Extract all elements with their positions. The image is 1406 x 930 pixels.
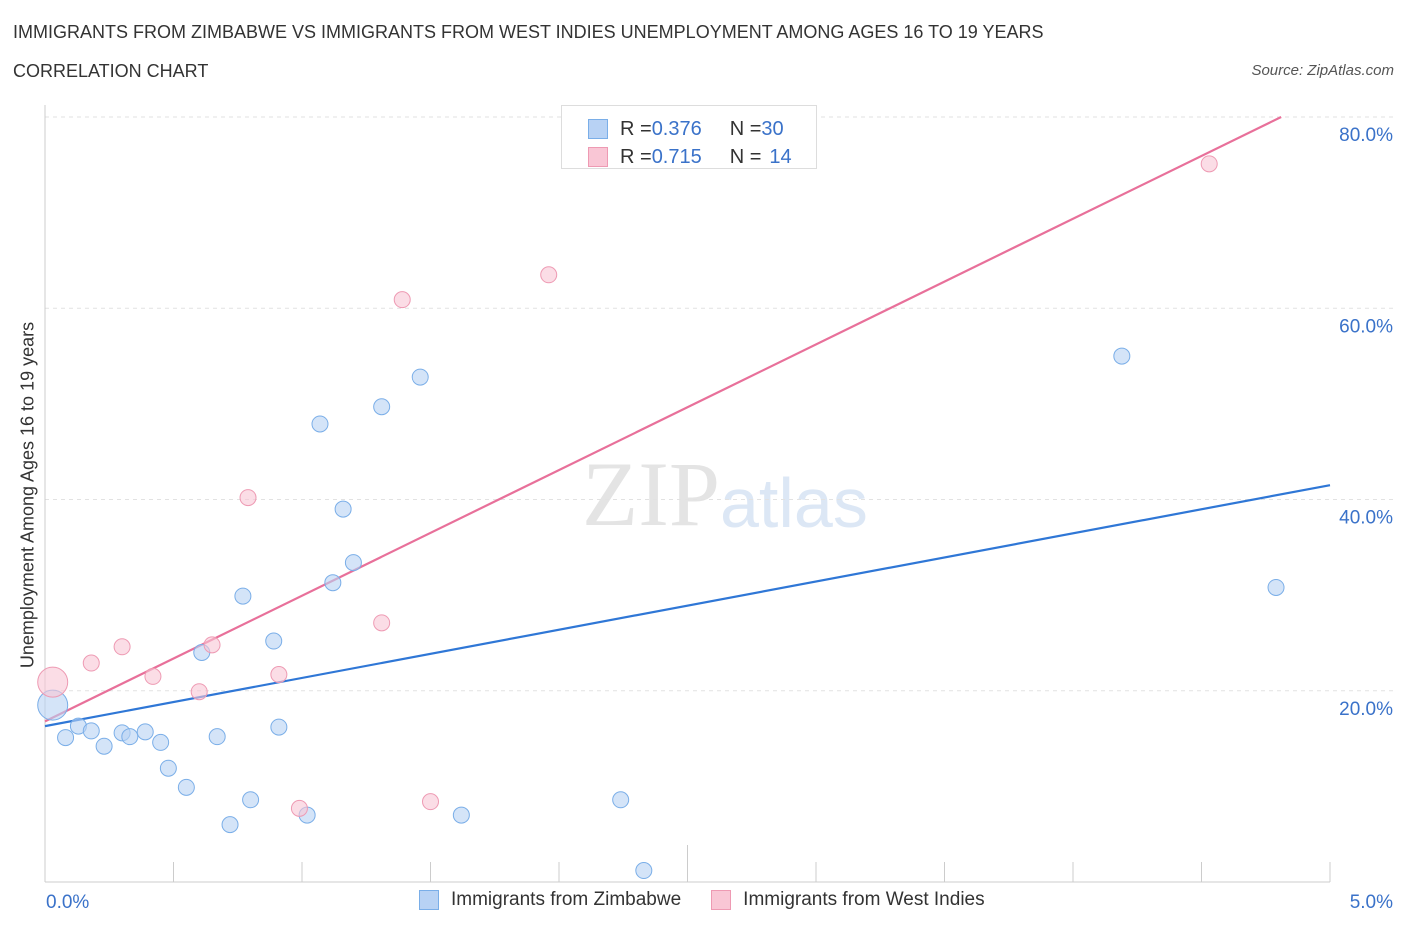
legend-swatch-blue <box>419 890 439 910</box>
zimbabwe-point <box>373 398 391 416</box>
watermark-atlas: atlas <box>720 464 868 542</box>
west-indies-point <box>190 683 208 701</box>
west-indies-point <box>113 638 131 656</box>
zimbabwe-trend-line <box>44 484 1331 728</box>
y-tick-label: 60.0% <box>1339 316 1393 337</box>
zimbabwe-point <box>411 368 429 386</box>
zimbabwe-point <box>265 632 283 650</box>
zimbabwe-point <box>1267 578 1285 596</box>
n-value: 30 <box>761 117 784 140</box>
zimbabwe-point <box>136 723 154 741</box>
west-indies-point <box>37 666 69 698</box>
zimbabwe-point <box>1113 347 1131 365</box>
n-value: 14 <box>769 145 792 168</box>
zimbabwe-point <box>121 728 139 746</box>
zimbabwe-point <box>270 718 288 736</box>
west-indies-point <box>203 636 221 654</box>
series-legend: Immigrants from Zimbabwe Immigrants from… <box>419 889 985 911</box>
zimbabwe-point <box>234 587 252 605</box>
west-indies-point <box>270 665 288 683</box>
west-indies-point <box>290 799 308 817</box>
y-tick-label: 20.0% <box>1339 699 1393 720</box>
legend-label-zimbabwe: Immigrants from Zimbabwe <box>451 889 682 910</box>
zimbabwe-point <box>635 862 653 880</box>
zimbabwe-point <box>334 500 352 518</box>
zimbabwe-point <box>177 778 195 796</box>
r-label: R = <box>620 117 652 140</box>
chart-subtitle: CORRELATION CHART <box>13 61 209 81</box>
zimbabwe-point <box>57 729 75 747</box>
legend-swatch-pink <box>711 890 732 910</box>
zimbabwe-point <box>344 554 362 572</box>
west-indies-point <box>1200 155 1218 173</box>
west-indies-point <box>422 793 439 811</box>
zimbabwe-point <box>82 722 100 740</box>
r-label: R = <box>620 145 652 168</box>
zimbabwe-point <box>324 574 342 592</box>
legend-swatch-blue <box>588 119 608 139</box>
zimbabwe-point <box>311 415 329 433</box>
west-indies-point <box>540 266 558 284</box>
zimbabwe-point <box>221 816 239 834</box>
r-value: 0.376 <box>651 117 702 140</box>
zimbabwe-point <box>452 806 470 824</box>
n-label: N = <box>729 117 762 140</box>
r-value: 0.715 <box>651 145 702 168</box>
legend-label-west-indies: Immigrants from West Indies <box>743 889 985 910</box>
zimbabwe-point <box>95 737 113 755</box>
zimbabwe-point <box>159 759 177 777</box>
y-axis-label: Unemployment Among Ages 16 to 19 years <box>17 321 38 669</box>
west-indies-trend-line <box>44 116 1282 723</box>
chart-title: IMMIGRANTS FROM ZIMBABWE VS IMMIGRANTS F… <box>13 22 1044 42</box>
west-indies-point <box>144 667 162 685</box>
x-tick-label: 0.0% <box>46 892 89 913</box>
legend-row-west-indies: R = 0.715 N = 14 <box>588 145 792 169</box>
y-tick-label: 80.0% <box>1339 125 1393 146</box>
west-indies-point <box>82 654 100 672</box>
west-indies-point <box>393 291 411 309</box>
n-label: N = <box>729 145 762 168</box>
west-indies-point <box>373 614 391 632</box>
legend-swatch-pink <box>588 147 608 167</box>
chart-source: Source: ZipAtlas.com <box>1251 62 1394 79</box>
x-tick-label: 5.0% <box>1350 892 1393 913</box>
zimbabwe-point <box>152 733 170 751</box>
legend: R = 0.376 N = 30 R = 0.715 N = 14 <box>561 105 817 169</box>
y-tick-label: 40.0% <box>1339 508 1393 529</box>
watermark-zip: ZIP <box>582 443 720 545</box>
zimbabwe-point <box>208 728 226 746</box>
zimbabwe-point <box>242 791 260 809</box>
west-indies-point <box>239 489 257 507</box>
legend-row-zimbabwe: R = 0.376 N = 30 <box>588 117 784 141</box>
zimbabwe-point <box>612 791 630 809</box>
